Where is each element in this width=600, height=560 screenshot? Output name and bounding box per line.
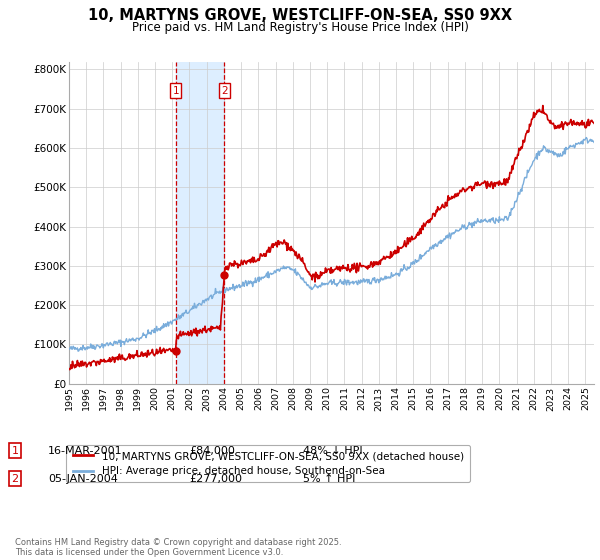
Text: £277,000: £277,000 (189, 474, 242, 484)
Text: 1: 1 (173, 86, 179, 96)
Text: 48% ↓ HPI: 48% ↓ HPI (303, 446, 362, 456)
Text: Price paid vs. HM Land Registry's House Price Index (HPI): Price paid vs. HM Land Registry's House … (131, 21, 469, 34)
Text: 5% ↑ HPI: 5% ↑ HPI (303, 474, 355, 484)
Text: 05-JAN-2004: 05-JAN-2004 (48, 474, 118, 484)
Bar (176, 62, 224, 384)
Legend: 10, MARTYNS GROVE, WESTCLIFF-ON-SEA, SS0 9XX (detached house), HPI: Average pric: 10, MARTYNS GROVE, WESTCLIFF-ON-SEA, SS0… (67, 445, 470, 483)
Text: 2: 2 (11, 474, 19, 484)
Text: 1: 1 (11, 446, 19, 456)
Text: 16-MAR-2001: 16-MAR-2001 (48, 446, 122, 456)
Text: 10, MARTYNS GROVE, WESTCLIFF-ON-SEA, SS0 9XX: 10, MARTYNS GROVE, WESTCLIFF-ON-SEA, SS0… (88, 8, 512, 24)
Text: 2: 2 (221, 86, 227, 96)
Text: £84,000: £84,000 (189, 446, 235, 456)
Text: Contains HM Land Registry data © Crown copyright and database right 2025.
This d: Contains HM Land Registry data © Crown c… (15, 538, 341, 557)
